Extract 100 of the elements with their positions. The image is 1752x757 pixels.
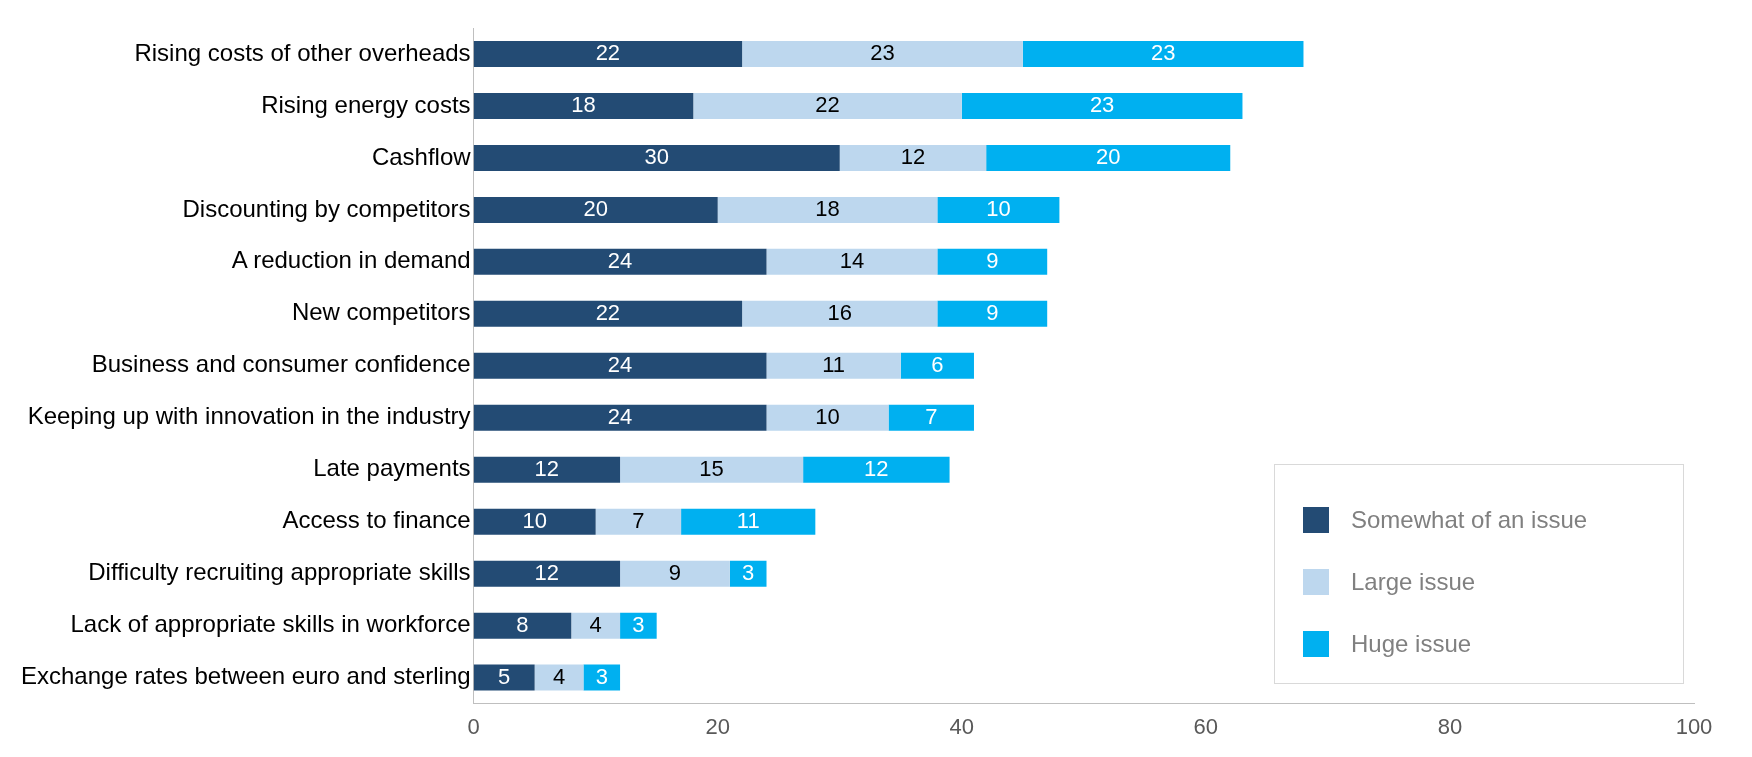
data-label: 10 — [815, 403, 840, 429]
y-tick-label: Business and consumer confidence — [91, 350, 471, 378]
x-tick-label: 0 — [467, 713, 480, 739]
y-tick-label: Difficulty recruiting appropriate skills — [88, 558, 471, 586]
bar — [595, 508, 682, 535]
y-tick-label: Discounting by competitors — [182, 194, 471, 222]
data-label: 18 — [815, 195, 840, 221]
data-label: 9 — [986, 247, 999, 273]
x-tick-label: 40 — [949, 713, 975, 739]
bar — [766, 404, 889, 431]
data-label: 9 — [668, 559, 682, 585]
data-label: 5 — [498, 663, 511, 689]
legend-label: Huge issue — [1351, 629, 1472, 658]
data-label: 12 — [900, 143, 926, 169]
data-label: 23 — [1150, 40, 1176, 66]
data-label: 8 — [516, 611, 529, 637]
x-tick-label: 80 — [1437, 713, 1463, 739]
bar — [571, 612, 621, 639]
bar — [473, 92, 694, 119]
x-tick-label: 60 — [1193, 713, 1219, 739]
bar — [803, 456, 950, 483]
legend-label: Somewhat of an issue — [1351, 505, 1588, 534]
data-label: 3 — [632, 611, 645, 637]
bar — [742, 40, 1023, 67]
bar — [766, 248, 938, 275]
bar — [937, 248, 1048, 275]
bar — [534, 664, 584, 691]
bar — [681, 508, 816, 535]
y-tick-label: A reduction in demand — [231, 246, 471, 274]
bar — [961, 92, 1243, 119]
data-label: 11 — [736, 507, 760, 533]
data-label: 22 — [595, 299, 621, 325]
data-label: 30 — [644, 143, 669, 169]
data-label: 14 — [839, 247, 865, 273]
bar — [473, 508, 596, 535]
bar — [693, 92, 962, 119]
data-label: 20 — [583, 195, 608, 221]
x-tick-label: 20 — [705, 713, 730, 739]
bar — [473, 664, 535, 691]
y-tick-label: Keeping up with innovation in the industry — [27, 402, 471, 430]
y-tick-label: Rising costs of other overheads — [134, 38, 471, 66]
bar — [473, 560, 621, 587]
bar — [900, 352, 974, 379]
data-label: 24 — [607, 247, 633, 273]
data-label: 20 — [1095, 143, 1121, 169]
bar — [986, 144, 1231, 171]
bar — [839, 144, 987, 171]
bar — [937, 300, 1048, 327]
legend-label: Large issue — [1351, 567, 1476, 596]
bar — [473, 352, 767, 379]
bar — [620, 560, 730, 587]
data-label: 12 — [534, 559, 560, 585]
data-label: 16 — [827, 299, 852, 325]
bar — [742, 300, 938, 327]
data-label: 23 — [1089, 92, 1115, 118]
y-tick-label: Cashflow — [371, 142, 472, 170]
bar — [766, 352, 901, 379]
y-tick-label: New competitors — [291, 298, 471, 326]
data-label: 7 — [632, 507, 645, 533]
data-label: 3 — [742, 559, 755, 585]
bar — [473, 144, 840, 171]
data-label: 3 — [595, 663, 608, 689]
bar — [473, 456, 621, 483]
data-label: 22 — [815, 92, 840, 118]
data-label: 24 — [607, 351, 633, 377]
data-label: 18 — [571, 92, 596, 118]
y-tick-label: Lack of appropriate skills in workforce — [70, 610, 471, 638]
bar — [717, 196, 938, 223]
data-label: 11 — [822, 351, 846, 377]
bar — [620, 612, 657, 639]
data-label: 24 — [607, 403, 633, 429]
bar — [473, 196, 718, 223]
x-tick-label: 100 — [1675, 713, 1713, 739]
bar — [473, 404, 767, 431]
data-label: 23 — [870, 40, 895, 66]
data-label: 22 — [595, 40, 621, 66]
data-label: 4 — [589, 611, 602, 637]
data-label: 6 — [931, 351, 944, 377]
y-tick-label: Exchange rates between euro and sterling — [21, 662, 471, 690]
data-label: 4 — [552, 663, 566, 689]
y-tick-label: Access to finance — [282, 506, 471, 534]
data-label: 15 — [699, 455, 724, 481]
bar — [473, 300, 743, 327]
data-label: 12 — [864, 455, 889, 481]
bar — [473, 40, 743, 67]
data-label: 12 — [534, 455, 560, 481]
bar — [729, 560, 767, 587]
y-tick-label: Rising energy costs — [261, 90, 471, 118]
bar — [473, 248, 767, 275]
y-tick-label: Late payments — [313, 454, 471, 482]
bar — [620, 456, 804, 483]
bar — [937, 196, 1060, 223]
bar — [473, 612, 572, 639]
bar — [888, 404, 974, 431]
data-label: 7 — [925, 403, 938, 429]
data-label: 10 — [522, 507, 547, 533]
data-label: 9 — [986, 299, 999, 325]
data-label: 10 — [986, 195, 1011, 221]
bar — [1022, 40, 1304, 67]
bar — [583, 664, 621, 691]
